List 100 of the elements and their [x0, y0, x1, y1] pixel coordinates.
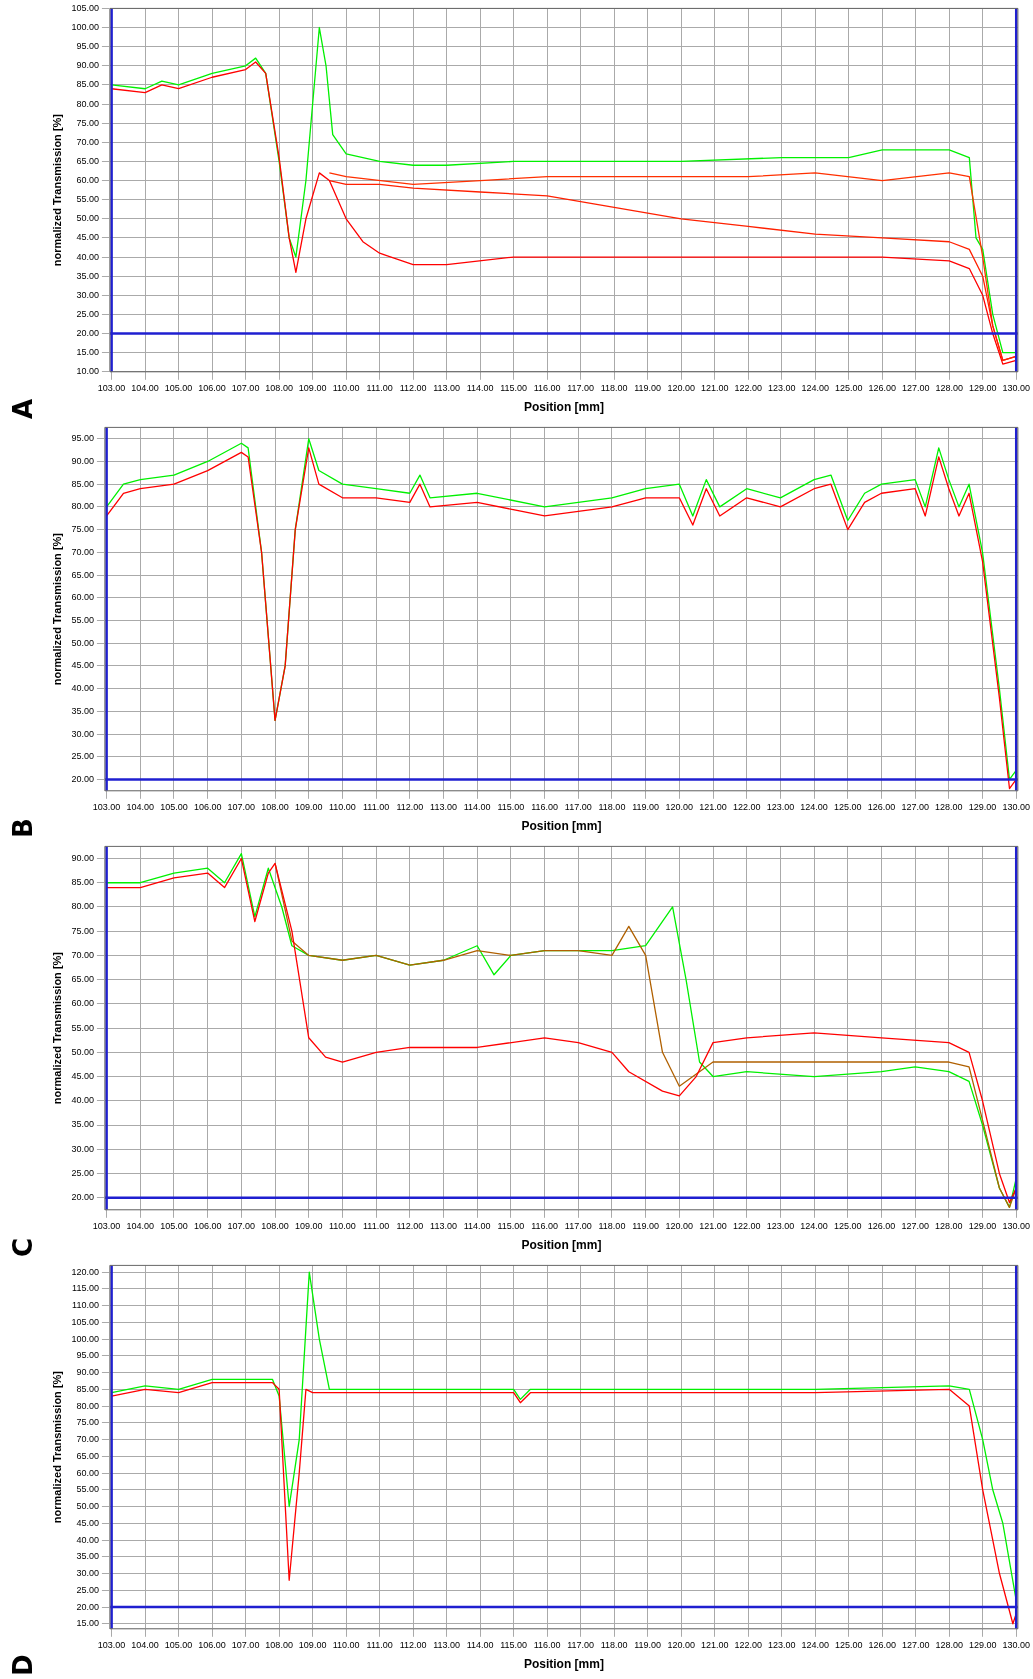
x-tick-label: 113.00 — [430, 1220, 457, 1231]
y-tick-label: 80.00 — [71, 901, 94, 912]
y-tick-label: 45.00 — [76, 1517, 99, 1528]
y-tick-label: 30.00 — [71, 728, 94, 739]
x-tick-label: 107.00 — [227, 801, 256, 812]
x-axis-title: Position [mm] — [521, 819, 602, 834]
text: B — [8, 818, 39, 838]
x-tick-label: 110.00 — [329, 801, 356, 812]
y-tick-label: 15.00 — [76, 1618, 99, 1629]
y-tick-label: 45.00 — [71, 1071, 94, 1082]
x-tick-label: 105.00 — [160, 1220, 188, 1231]
y-tick-label: 85.00 — [71, 478, 94, 489]
x-tick-label: 117.00 — [564, 801, 592, 812]
y-tick-label: 75.00 — [71, 524, 94, 535]
x-tick-label: 106.00 — [198, 382, 226, 393]
y-tick-label: 70.00 — [71, 546, 94, 557]
y-tick-label: 20.00 — [71, 773, 94, 784]
x-tick-label: 104.00 — [131, 382, 159, 393]
x-tick-label: 128.00 — [935, 1220, 963, 1231]
x-tick-label: 108.00 — [265, 382, 293, 393]
x-tick-label: 125.00 — [834, 1639, 863, 1650]
x-tick-label: 114.00 — [466, 1639, 494, 1650]
y-tick-label: 10.00 — [76, 366, 99, 377]
x-tick-label: 117.00 — [567, 382, 595, 393]
x-tick-label: 106.00 — [193, 801, 222, 812]
x-tick-label: 122.00 — [732, 801, 761, 812]
y-tick-label: 45.00 — [76, 232, 99, 243]
x-tick-label: 121.00 — [699, 1220, 727, 1231]
y-tick-label: 85.00 — [76, 1383, 99, 1394]
y-tick-label: 65.00 — [76, 155, 99, 166]
y-tick-label: 45.00 — [71, 660, 94, 671]
x-tick-label: 122.00 — [734, 1639, 762, 1650]
y-tick-label: 75.00 — [76, 1417, 99, 1428]
x-tick-label: 114.00 — [463, 801, 491, 812]
x-tick-label: 107.00 — [227, 1220, 256, 1231]
x-tick-label: 128.00 — [935, 801, 963, 812]
y-tick-label: 35.00 — [71, 1119, 94, 1130]
y-tick-label: 60.00 — [71, 592, 94, 603]
x-tick-label: 110.00 — [332, 1639, 360, 1650]
x-tick-label: 127.00 — [901, 1220, 929, 1231]
y-tick-label: 25.00 — [71, 1167, 94, 1178]
y-tick-label: 110.00 — [72, 1300, 99, 1311]
x-tick-label: 112.00 — [396, 801, 424, 812]
x-tick-label: 120.00 — [667, 382, 695, 393]
x-tick-label: 120.00 — [667, 1639, 695, 1650]
x-tick-label: 109.00 — [294, 1220, 323, 1231]
y-tick-label: 55.00 — [71, 614, 94, 625]
x-tick-label: 116.00 — [533, 1639, 561, 1650]
x-tick-label: 113.00 — [430, 801, 457, 812]
x-axis-title: Position [mm] — [521, 1238, 602, 1253]
x-tick-label: 108.00 — [265, 1639, 293, 1650]
x-tick-label: 111.00 — [366, 1639, 393, 1650]
x-tick-label: 107.00 — [231, 1639, 260, 1650]
x-tick-label: 124.00 — [801, 382, 829, 393]
x-tick-label: 105.00 — [160, 801, 188, 812]
y-tick-label: 40.00 — [71, 1095, 94, 1106]
x-tick-label: 123.00 — [766, 1220, 795, 1231]
x-tick-label: 129.00 — [968, 382, 997, 393]
x-tick-label: 119.00 — [634, 1639, 662, 1650]
x-tick-label: 110.00 — [332, 382, 360, 393]
x-tick-label: 114.00 — [463, 1220, 491, 1231]
y-tick-label: 35.00 — [76, 270, 99, 281]
x-tick-label: 116.00 — [533, 382, 561, 393]
x-tick-label: 103.00 — [92, 801, 121, 812]
x-tick-label: 127.00 — [901, 382, 930, 393]
x-tick-label: 105.00 — [164, 1639, 193, 1650]
x-tick-label: 103.00 — [97, 1639, 126, 1650]
x-tick-label: 112.00 — [396, 1220, 424, 1231]
x-tick-label: 106.00 — [198, 1639, 226, 1650]
y-axis-title: normalized Transmission [%] — [50, 113, 63, 267]
x-tick-label: 124.00 — [800, 1220, 828, 1231]
x-tick-label: 109.00 — [298, 382, 327, 393]
y-tick-label: 85.00 — [71, 877, 94, 888]
x-tick-label: 121.00 — [699, 801, 727, 812]
x-tick-label: 111.00 — [366, 382, 393, 393]
y-tick-label: 20.00 — [76, 328, 99, 339]
x-tick-label: 113.00 — [433, 382, 461, 393]
y-tick-label: 25.00 — [76, 1584, 99, 1595]
y-tick-label: 100.00 — [71, 1333, 99, 1344]
x-tick-label: 109.00 — [294, 801, 323, 812]
x-tick-label: 126.00 — [868, 382, 896, 393]
x-tick-label: 108.00 — [261, 801, 289, 812]
x-tick-label: 104.00 — [126, 801, 155, 812]
x-tick-label: 130.00 — [1002, 801, 1030, 812]
y-tick-label: 85.00 — [76, 79, 99, 90]
y-tick-label: 90.00 — [71, 853, 94, 863]
y-axis-title: normalized Transmission [%] — [50, 951, 63, 1105]
y-tick-label: 30.00 — [71, 1143, 94, 1154]
x-tick-label: 123.00 — [767, 382, 796, 393]
y-tick-label: 25.00 — [71, 751, 94, 762]
x-tick-label: 108.00 — [261, 1220, 289, 1231]
x-tick-label: 117.00 — [567, 1639, 595, 1650]
x-tick-label: 120.00 — [665, 1220, 694, 1231]
y-axis-title: normalized Transmission [%] — [50, 1370, 63, 1524]
x-tick-label: 107.00 — [231, 382, 260, 393]
x-tick-label: 116.00 — [531, 801, 558, 812]
y-tick-label: 35.00 — [76, 1551, 99, 1562]
y-tick-label: 60.00 — [76, 175, 99, 186]
y-tick-label: 105.00 — [71, 1316, 99, 1327]
x-tick-label: 104.00 — [131, 1639, 159, 1650]
